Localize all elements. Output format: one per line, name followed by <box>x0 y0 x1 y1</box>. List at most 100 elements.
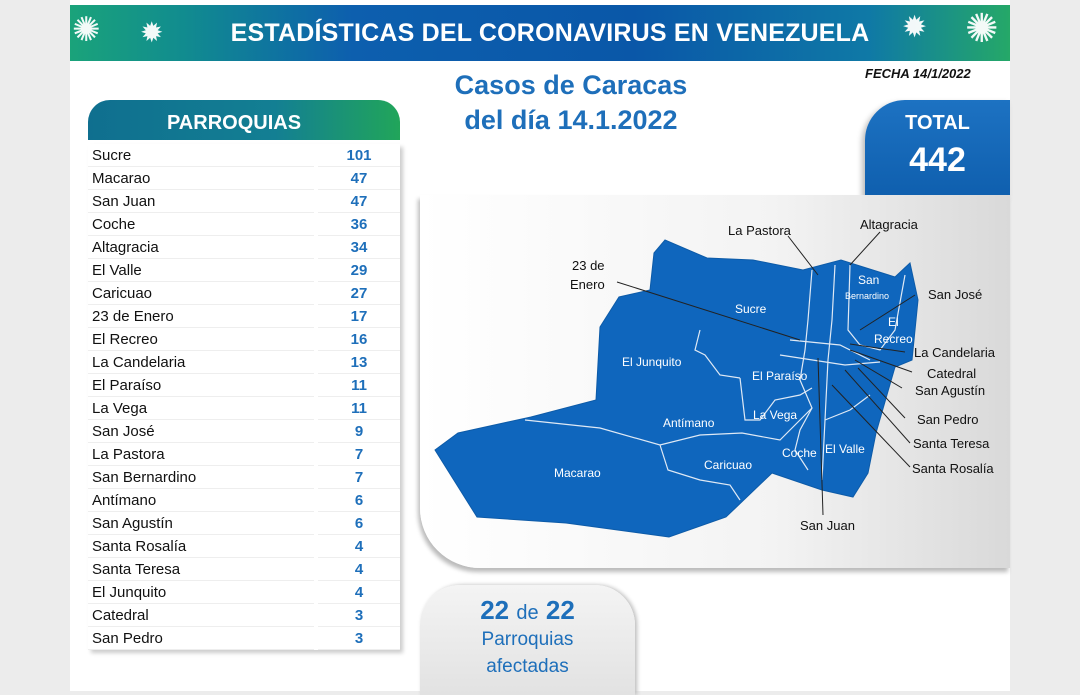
subtitle-line1: Casos de Caracas <box>454 70 688 100</box>
subtitle: Casos de Caracas del día 14.1.2022 <box>440 68 702 138</box>
table-row: San José 9 <box>88 420 400 443</box>
parish-name: Caricuao <box>88 282 314 305</box>
parish-name: Coche <box>88 213 314 236</box>
parish-name: Sucre <box>88 144 314 167</box>
case-count: 6 <box>318 489 400 512</box>
affected-total: 22 <box>545 595 575 625</box>
parish-name: San Juan <box>88 190 314 213</box>
map-label: Caricuao <box>704 458 752 472</box>
subtitle-line2: del día 14.1.2022 <box>464 105 678 135</box>
map-label: Macarao <box>554 466 601 480</box>
affected-of: de <box>516 602 539 624</box>
parish-name: San Pedro <box>88 627 314 650</box>
map-label: El Paraíso <box>752 369 808 383</box>
table-row: 23 de Enero 17 <box>88 305 400 328</box>
map-label: San Agustín <box>915 383 985 398</box>
table-row: San Pedro 3 <box>88 627 400 650</box>
parish-name: El Junquito <box>88 581 314 604</box>
case-count: 16 <box>318 328 400 351</box>
case-count: 27 <box>318 282 400 305</box>
table-row: San Juan 47 <box>88 190 400 213</box>
map-label: San <box>858 273 879 287</box>
table-row: La Vega 11 <box>88 397 400 420</box>
parish-name: Santa Teresa <box>88 558 314 581</box>
map-label: El Junquito <box>622 355 682 369</box>
case-count: 29 <box>318 259 400 282</box>
virus-icon: ✺ <box>72 11 101 49</box>
table-row: El Recreo 16 <box>88 328 400 351</box>
parish-name: La Candelaria <box>88 351 314 374</box>
map-label: Bernardino <box>845 291 889 301</box>
parish-name: Catedral <box>88 604 314 627</box>
map-label: Catedral <box>927 366 976 381</box>
case-count: 34 <box>318 236 400 259</box>
case-count: 4 <box>318 558 400 581</box>
table-header: PARROQUIAS <box>88 100 400 140</box>
map-label: Altagracia <box>860 217 919 232</box>
map-label: 23 de <box>572 258 605 273</box>
table-row: Altagracia 34 <box>88 236 400 259</box>
case-count: 7 <box>318 466 400 489</box>
table-row: Antímano 6 <box>88 489 400 512</box>
case-count: 47 <box>318 167 400 190</box>
date-label: FECHA 14/1/2022 <box>865 66 971 81</box>
table-row: El Paraíso 11 <box>88 374 400 397</box>
table-row: La Pastora 7 <box>88 443 400 466</box>
case-count: 36 <box>318 213 400 236</box>
map-label: Coche <box>782 446 817 460</box>
page-title: ESTADÍSTICAS DEL CORONAVIRUS EN VENEZUEL… <box>230 19 870 47</box>
map-label: La Pastora <box>728 223 792 238</box>
parish-name: El Paraíso <box>88 374 314 397</box>
map-label: El <box>888 315 899 329</box>
parroquias-table: Sucre 101 Macarao 47 San Juan 47 Coche 36 Altagr… <box>88 144 400 650</box>
parish-name: Antímano <box>88 489 314 512</box>
parish-borders <box>524 264 906 501</box>
affected-count: 22 <box>480 595 510 625</box>
case-count: 3 <box>318 627 400 650</box>
case-count: 47 <box>318 190 400 213</box>
table-row: La Candelaria 13 <box>88 351 400 374</box>
table-row: Caricuao 27 <box>88 282 400 305</box>
case-count: 101 <box>318 144 400 167</box>
total-label: TOTAL <box>905 112 970 134</box>
map-label: Enero <box>570 277 605 292</box>
parish-name: El Valle <box>88 259 314 282</box>
case-count: 4 <box>318 535 400 558</box>
table-row: Sucre 101 <box>88 144 400 167</box>
affected-parishes-box: 22 de 22 Parroquias afectadas <box>420 585 635 695</box>
map-label: Santa Rosalía <box>912 461 994 476</box>
virus-icon: ✹ <box>902 11 928 44</box>
case-count: 6 <box>318 512 400 535</box>
parish-name: Macarao <box>88 167 314 190</box>
table-row: Santa Teresa 4 <box>88 558 400 581</box>
table-row: Santa Rosalía 4 <box>88 535 400 558</box>
parish-name: Santa Rosalía <box>88 535 314 558</box>
table-row: Catedral 3 <box>88 604 400 627</box>
affected-line1: Parroquias <box>481 629 574 650</box>
map-label: San Pedro <box>917 412 978 427</box>
map-shape <box>434 239 919 538</box>
parish-name: San Agustín <box>88 512 314 535</box>
parish-name: Altagracia <box>88 236 314 259</box>
map-label: Antímano <box>663 416 715 430</box>
map-label: La Candelaria <box>914 345 996 360</box>
case-count: 4 <box>318 581 400 604</box>
total-value: 442 <box>909 141 966 179</box>
virus-icon: ✹ <box>140 17 164 48</box>
map-label: Santa Teresa <box>913 436 990 451</box>
map-label: El Valle <box>825 442 865 456</box>
table-row: El Valle 29 <box>88 259 400 282</box>
table-row: Coche 36 <box>88 213 400 236</box>
map-label: Sucre <box>735 302 767 316</box>
map-label: San José <box>928 287 982 302</box>
parish-name: El Recreo <box>88 328 314 351</box>
map-label: San Juan <box>800 518 855 533</box>
affected-line2: afectadas <box>486 656 569 677</box>
table-row: San Agustín 6 <box>88 512 400 535</box>
table-row: El Junquito 4 <box>88 581 400 604</box>
case-count: 7 <box>318 443 400 466</box>
parish-name: San Bernardino <box>88 466 314 489</box>
map-label: La Vega <box>753 408 797 422</box>
case-count: 3 <box>318 604 400 627</box>
